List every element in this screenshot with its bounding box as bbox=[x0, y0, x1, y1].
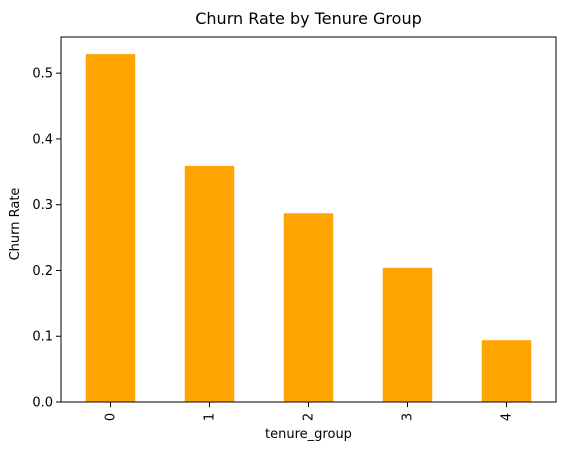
x-axis-label: tenure_group bbox=[265, 427, 352, 442]
x-tick-label: 3 bbox=[401, 413, 416, 421]
y-axis-label: Churn Rate bbox=[8, 188, 23, 261]
y-tick-label: 0.3 bbox=[32, 198, 53, 213]
y-tick-label: 0.5 bbox=[32, 67, 53, 82]
y-tick-label: 0.0 bbox=[32, 396, 53, 411]
x-tick-label: 4 bbox=[500, 413, 515, 421]
y-tick-label: 0.2 bbox=[32, 264, 53, 279]
bar-3 bbox=[382, 267, 433, 402]
y-tick-label: 0.4 bbox=[32, 132, 53, 147]
x-tick-label: 2 bbox=[302, 413, 317, 421]
plot-area: 0.0 0.1 0.2 0.3 0.4 0.5 0 1 2 3 4 bbox=[32, 36, 557, 421]
bar-0 bbox=[85, 54, 136, 403]
x-tick-label: 1 bbox=[203, 413, 218, 421]
bar-4 bbox=[481, 340, 532, 402]
y-tick-label: 0.1 bbox=[32, 330, 53, 345]
chart-title: Churn Rate by Tenure Group bbox=[195, 9, 422, 28]
bar-2 bbox=[283, 213, 334, 402]
bar-1 bbox=[184, 165, 235, 402]
x-tick-label: 0 bbox=[104, 413, 119, 421]
